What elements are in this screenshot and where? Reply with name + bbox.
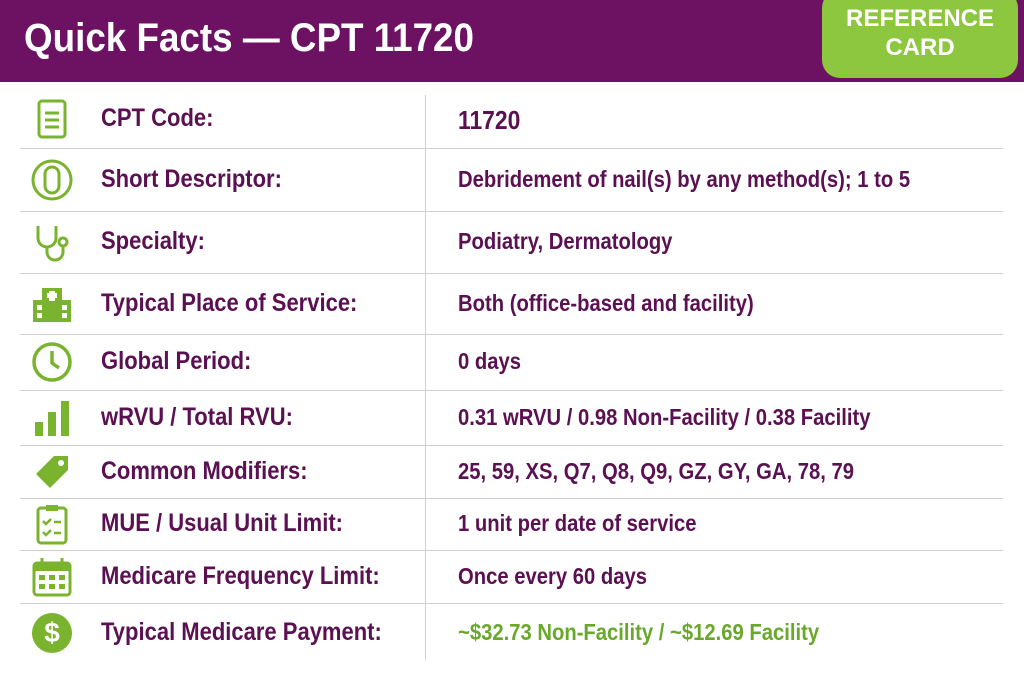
title: Quick Facts — CPT 11720 [24,16,474,60]
row-divider [20,550,1003,551]
row-divider [20,445,1003,446]
row-value: 0.31 wRVU / 0.98 Non-Facility / 0.38 Fac… [458,403,871,430]
row-label: CPT Code: [101,104,214,132]
badge-line: CARD [885,34,955,61]
row-value: 11720 [458,105,521,135]
svg-text:$: $ [44,617,60,648]
row-divider [20,603,1003,604]
row-divider [20,390,1003,391]
row-label: Global Period: [101,347,252,375]
row-icon [33,287,71,322]
row-label: MUE / Usual Unit Limit: [101,509,343,537]
row-divider [20,211,1003,212]
row-value: Both (office-based and facility) [458,289,754,316]
badge-line: REFERENCE [845,5,995,32]
badge: REFERENCE CARD [822,0,1018,78]
row-value: 0 days [458,348,522,374]
row-icon [37,99,67,139]
row-divider [20,334,1003,335]
row-label: Short Descriptor: [101,164,282,193]
row-value: Podiatry, Dermatology [458,228,673,254]
row-icon [36,226,69,262]
row-divider [20,498,1003,499]
row-label: Common Modifiers: [101,456,308,485]
row-label: Medicare Frequency Limit: [101,561,380,590]
row-icon [31,159,73,200]
row-label: wRVU / Total RVU: [101,402,293,431]
row-divider [20,148,1003,149]
row-value: 25, 59, XS, Q7, Q8, Q9, GZ, GY, GA, 78, … [458,457,854,484]
row-label: Typical Place of Service: [101,288,358,317]
row-icon [32,342,72,382]
row-divider [20,273,1003,274]
row-value: ~$32.73 Non-Facility / ~$12.69 Facility [458,618,820,645]
column-divider [425,95,426,660]
row-value: Debridement of nail(s) by any method(s);… [458,165,911,192]
row-value: Once every 60 days [458,562,648,589]
row-icon [36,455,68,488]
row-icon [32,557,72,596]
row-value: 1 unit per date of service [458,510,697,536]
row-label: Typical Medicare Payment: [101,617,382,646]
row-icon [36,505,68,545]
row-label: Specialty: [101,227,205,255]
row-icon [35,400,69,436]
row-icon: $ [32,612,72,653]
